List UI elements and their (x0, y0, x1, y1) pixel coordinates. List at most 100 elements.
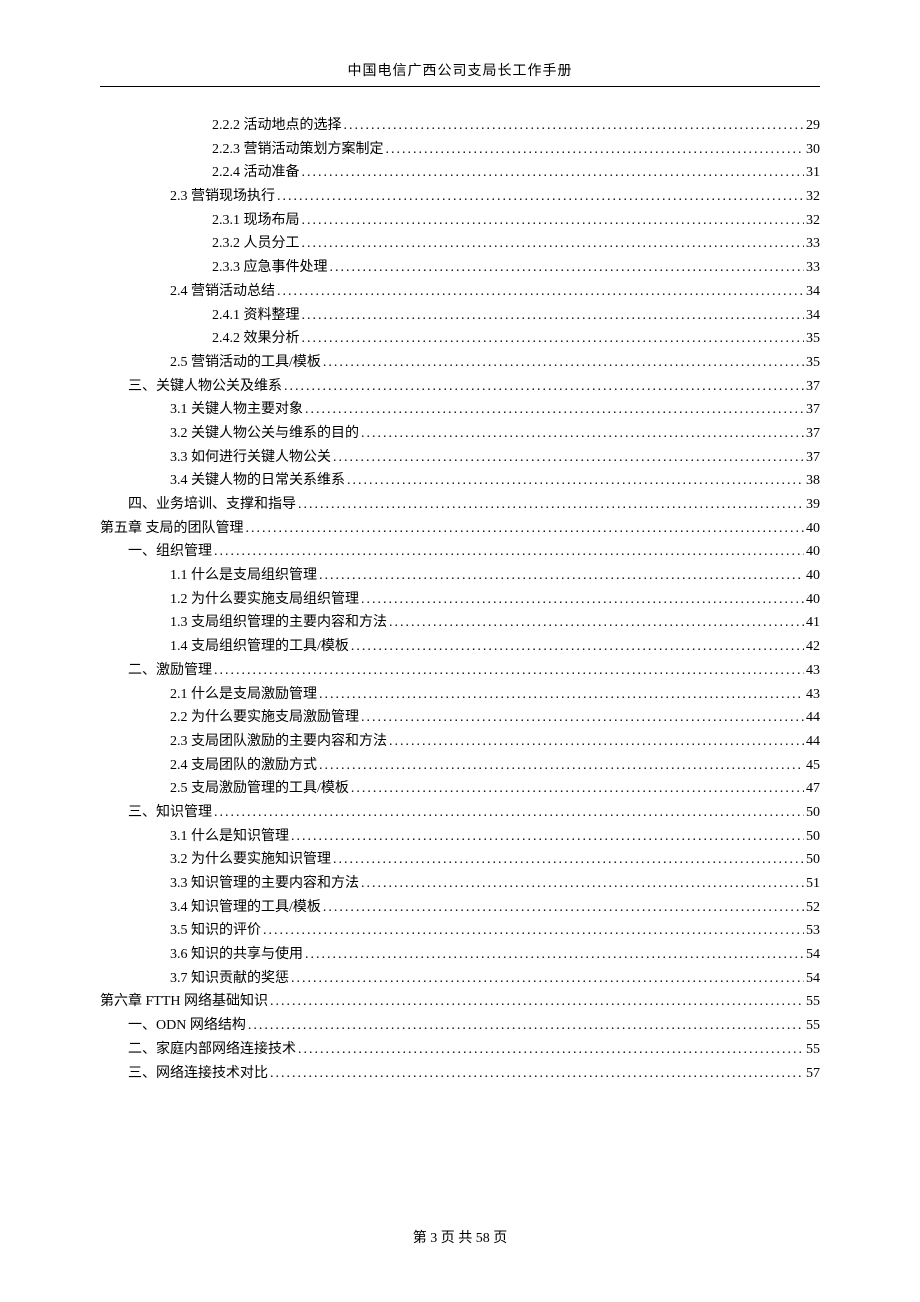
toc-leader-dots (214, 541, 804, 563)
toc-entry-label: 2.2.3 营销活动策划方案制定 (212, 139, 384, 161)
toc-leader-dots (270, 1063, 804, 1085)
toc-entry-page: 55 (806, 1039, 820, 1061)
toc-leader-dots (291, 968, 804, 990)
toc-leader-dots (319, 565, 804, 587)
toc-entry-label: 3.7 知识贡献的奖惩 (170, 968, 289, 990)
toc-entry-label: 2.3 支局团队激励的主要内容和方法 (170, 731, 387, 753)
toc-entry-page: 50 (806, 826, 820, 848)
toc-row: 2.3.3 应急事件处理 33 (100, 257, 820, 279)
toc-entry-label: 3.1 什么是知识管理 (170, 826, 289, 848)
toc-entry-page: 42 (806, 636, 820, 658)
toc-row: 3.3 如何进行关键人物公关37 (100, 447, 820, 469)
toc-row: 一、ODN 网络结构55 (100, 1015, 820, 1037)
toc-entry-page: 37 (806, 376, 820, 398)
toc-entry-label: 3.4 知识管理的工具/模板 (170, 897, 321, 919)
toc-entry-label: 2.5 营销活动的工具/模板 (170, 352, 321, 374)
toc-entry-label: 2.3 营销现场执行 (170, 186, 275, 208)
toc-row: 1.4 支局组织管理的工具/模板42 (100, 636, 820, 658)
toc-leader-dots (246, 518, 805, 540)
toc-entry-page: 51 (806, 873, 820, 895)
toc-leader-dots (302, 233, 805, 255)
toc-row: 2.4.1 资料整理 34 (100, 305, 820, 327)
toc-entry-label: 三、知识管理 (128, 802, 212, 824)
toc-entry-label: 3.5 知识的评价 (170, 920, 261, 942)
toc-entry-page: 44 (806, 707, 820, 729)
toc-leader-dots (361, 423, 804, 445)
toc-entry-page: 37 (806, 423, 820, 445)
toc-row: 3.1 什么是知识管理 50 (100, 826, 820, 848)
toc-entry-page: 35 (806, 352, 820, 374)
toc-leader-dots (214, 802, 804, 824)
toc-entry-label: 1.1 什么是支局组织管理 (170, 565, 317, 587)
toc-entry-label: 3.3 如何进行关键人物公关 (170, 447, 331, 469)
toc-leader-dots (361, 873, 804, 895)
toc-entry-label: 2.4 支局团队的激励方式 (170, 755, 317, 777)
toc-row: 第六章 FTTH 网络基础知识 55 (100, 991, 820, 1013)
toc-entry-page: 34 (806, 305, 820, 327)
toc-entry-label: 三、网络连接技术对比 (128, 1063, 268, 1085)
document-page: 中国电信广西公司支局长工作手册 2.2.2 活动地点的选择292.2.3 营销活… (0, 0, 920, 1084)
toc-entry-page: 54 (806, 968, 820, 990)
toc-entry-page: 55 (806, 991, 820, 1013)
toc-leader-dots (302, 328, 805, 350)
toc-entry-label: 2.4.1 资料整理 (212, 305, 300, 327)
toc-row: 2.2.4 活动准备31 (100, 162, 820, 184)
toc-entry-page: 40 (806, 518, 820, 540)
toc-entry-label: 1.2 为什么要实施支局组织管理 (170, 589, 359, 611)
toc-entry-label: 2.2.4 活动准备 (212, 162, 300, 184)
toc-row: 3.2 为什么要实施知识管理50 (100, 849, 820, 871)
toc-leader-dots (298, 494, 804, 516)
toc-leader-dots (333, 447, 804, 469)
toc-entry-page: 50 (806, 802, 820, 824)
toc-row: 2.3 营销现场执行32 (100, 186, 820, 208)
toc-entry-label: 二、激励管理 (128, 660, 212, 682)
toc-row: 3.4 关键人物的日常关系维系 38 (100, 470, 820, 492)
toc-row: 第五章 支局的团队管理 40 (100, 518, 820, 540)
toc-entry-label: 2.1 什么是支局激励管理 (170, 684, 317, 706)
toc-row: 3.7 知识贡献的奖惩 54 (100, 968, 820, 990)
toc-entry-label: 3.4 关键人物的日常关系维系 (170, 470, 345, 492)
toc-entry-page: 44 (806, 731, 820, 753)
toc-leader-dots (291, 826, 804, 848)
toc-entry-page: 32 (806, 210, 820, 232)
toc-row: 四、业务培训、支撑和指导39 (100, 494, 820, 516)
toc-entry-page: 54 (806, 944, 820, 966)
toc-leader-dots (319, 684, 804, 706)
toc-row: 1.1 什么是支局组织管理40 (100, 565, 820, 587)
toc-entry-page: 35 (806, 328, 820, 350)
toc-entry-label: 3.2 关键人物公关与维系的目的 (170, 423, 359, 445)
toc-row: 2.4 营销活动总结34 (100, 281, 820, 303)
toc-leader-dots (298, 1039, 804, 1061)
toc-leader-dots (319, 755, 804, 777)
toc-entry-label: 2.3.1 现场布局 (212, 210, 300, 232)
toc-entry-page: 47 (806, 778, 820, 800)
toc-row: 3.5 知识的评价53 (100, 920, 820, 942)
toc-row: 1.3 支局组织管理的主要内容和方法41 (100, 612, 820, 634)
toc-entry-label: 四、业务培训、支撑和指导 (128, 494, 296, 516)
toc-leader-dots (344, 115, 805, 137)
toc-entry-page: 38 (806, 470, 820, 492)
toc-entry-page: 33 (806, 257, 820, 279)
toc-leader-dots (263, 920, 804, 942)
toc-row: 2.3.1 现场布局 32 (100, 210, 820, 232)
toc-row: 2.3 支局团队激励的主要内容和方法 44 (100, 731, 820, 753)
toc-entry-label: 一、组织管理 (128, 541, 212, 563)
toc-entry-label: 二、家庭内部网络连接技术 (128, 1039, 296, 1061)
toc-leader-dots (302, 305, 805, 327)
toc-row: 2.1 什么是支局激励管理43 (100, 684, 820, 706)
toc-row: 三、知识管理 50 (100, 802, 820, 824)
toc-leader-dots (351, 778, 804, 800)
toc-leader-dots (386, 139, 805, 161)
toc-row: 3.3 知识管理的主要内容和方法51 (100, 873, 820, 895)
toc-entry-label: 2.4 营销活动总结 (170, 281, 275, 303)
toc-row: 3.2 关键人物公关与维系的目的 37 (100, 423, 820, 445)
toc-row: 2.2.3 营销活动策划方案制定30 (100, 139, 820, 161)
toc-leader-dots (277, 186, 804, 208)
toc-row: 1.2 为什么要实施支局组织管理40 (100, 589, 820, 611)
toc-entry-page: 52 (806, 897, 820, 919)
toc-entry-page: 50 (806, 849, 820, 871)
toc-entry-label: 第五章 支局的团队管理 (100, 518, 244, 540)
toc-leader-dots (351, 636, 804, 658)
toc-entry-label: 2.3.3 应急事件处理 (212, 257, 328, 279)
toc-leader-dots (330, 257, 805, 279)
